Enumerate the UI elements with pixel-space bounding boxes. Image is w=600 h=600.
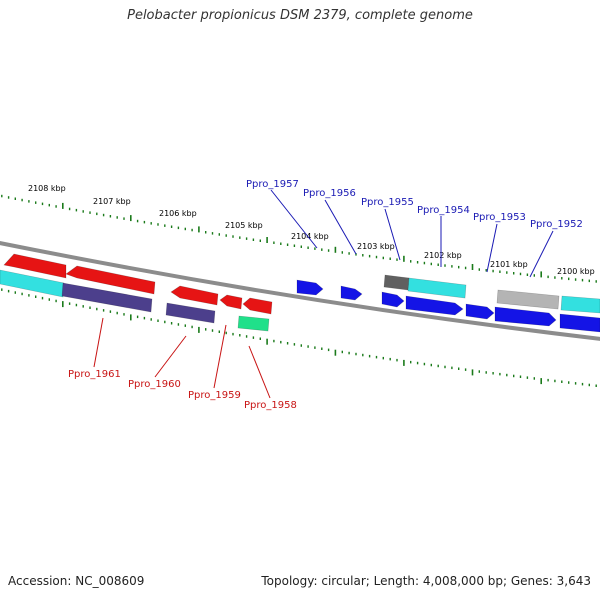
ruler-ticks-outer [1, 194, 597, 283]
cds-reverse-feature[interactable] [242, 297, 273, 315]
gene-bar-green[interactable] [237, 315, 270, 332]
ruler-label: 2100 kbp [557, 267, 595, 276]
gene-label[interactable]: Ppro_1961 [68, 369, 121, 380]
ruler-label: 2103 kbp [357, 242, 395, 251]
forward-strand-cds [296, 279, 600, 333]
callout-line [486, 223, 498, 273]
callout-line [154, 335, 187, 378]
gene-label[interactable]: Ppro_1960 [128, 379, 181, 390]
ruler-label: 2104 kbp [291, 232, 329, 241]
cds-forward-feature[interactable] [296, 279, 324, 296]
label-callouts [93, 189, 554, 399]
callout-line [248, 345, 271, 399]
ruler-label: 2106 kbp [159, 209, 197, 218]
genome-backbone [0, 240, 600, 341]
ruler-ticks-inner [1, 288, 597, 387]
gene-label[interactable]: Ppro_1955 [361, 197, 414, 208]
callout-line [529, 230, 554, 278]
ruler-labels: 2108 kbp 2107 kbp 2106 kbp 2105 kbp 2104… [28, 184, 595, 276]
reverse-gene-labels: Ppro_1961 Ppro_1960 Ppro_1959 Ppro_1958 [68, 369, 297, 411]
callout-line [93, 317, 104, 368]
cds-reverse-feature[interactable] [3, 253, 67, 279]
gene-reverse-bar[interactable] [61, 282, 153, 313]
gene-label[interactable]: Ppro_1958 [244, 400, 297, 411]
accession-label: Accession: NC_008609 [8, 574, 145, 588]
ruler-label: 2102 kbp [424, 251, 462, 260]
forward-gene-labels: Ppro_1957 Ppro_1956 Ppro_1955 Ppro_1954 … [246, 179, 583, 230]
cds-reverse-feature[interactable] [170, 285, 219, 306]
gene-label[interactable]: Ppro_1956 [303, 188, 356, 199]
callout-line [270, 189, 318, 249]
gene-forward-bar[interactable] [0, 269, 65, 298]
cds-forward-feature[interactable] [405, 295, 464, 316]
gene-forward-bar[interactable] [560, 295, 600, 314]
gene-forward-bar[interactable] [407, 277, 467, 299]
gene-label[interactable]: Ppro_1952 [530, 219, 583, 230]
gene-bars [0, 269, 600, 332]
gene-reverse-bar[interactable] [165, 302, 216, 324]
ruler-label: 2108 kbp [28, 184, 66, 193]
gene-label[interactable]: Ppro_1959 [188, 390, 241, 401]
ruler-label: 2105 kbp [225, 221, 263, 230]
ruler-label: 2101 kbp [490, 260, 528, 269]
topology-summary: Topology: circular; Length: 4,008,000 bp… [261, 574, 591, 588]
gene-label[interactable]: Ppro_1953 [473, 212, 526, 223]
gene-label[interactable]: Ppro_1954 [417, 205, 470, 216]
gene-label[interactable]: Ppro_1957 [246, 179, 299, 190]
genome-title: Pelobacter propionicus DSM 2379, complet… [127, 8, 473, 23]
gene-bar-gray[interactable] [496, 289, 560, 310]
cds-forward-feature[interactable] [340, 285, 363, 301]
cds-forward-feature[interactable] [381, 291, 405, 308]
reverse-strand-cds [3, 253, 273, 315]
cds-forward-feature[interactable] [465, 303, 495, 320]
cds-reverse-feature[interactable] [65, 265, 156, 295]
cds-forward-feature[interactable] [559, 313, 600, 333]
ruler-label: 2107 kbp [93, 197, 131, 206]
callout-line [324, 199, 357, 255]
gene-bar-gray[interactable] [383, 274, 410, 291]
cds-forward-feature[interactable] [494, 306, 557, 327]
callout-line [384, 208, 401, 261]
cds-reverse-feature[interactable] [219, 294, 243, 310]
callout-line [213, 324, 227, 389]
